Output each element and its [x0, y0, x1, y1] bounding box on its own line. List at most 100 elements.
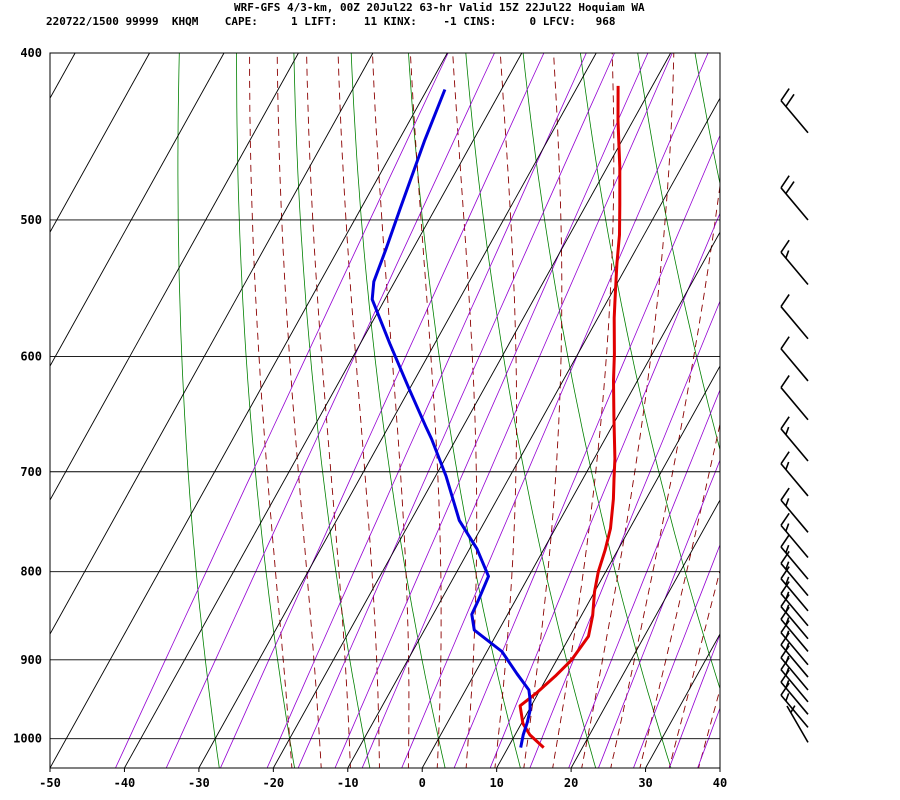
wind-barb [780, 534, 809, 580]
mixing-ratio-line [334, 53, 649, 768]
moist-adiabat [249, 53, 293, 768]
mixing-ratio-line [401, 53, 709, 768]
wind-barb [780, 175, 809, 221]
mixing-ratio-line [297, 53, 615, 768]
mixing-ratio-line [529, 300, 720, 768]
dry-adiabat [177, 53, 220, 768]
isotherm [50, 53, 225, 368]
x-tick-label: 10 [489, 776, 503, 790]
x-tick-label: -40 [114, 776, 136, 790]
x-tick-label: -50 [39, 776, 61, 790]
plot-frame [49, 52, 721, 769]
wind-barb [780, 512, 809, 559]
wind-barb [780, 336, 809, 382]
dry-adiabat [802, 15, 900, 783]
x-tick-label: -20 [262, 776, 284, 790]
temperature-profile [518, 85, 622, 749]
x-tick-label: 30 [638, 776, 652, 790]
isotherm [347, 97, 720, 768]
station-info-line: 220722/1500 99999 KHQM CAPE: 1 LIFT: 11 … [46, 15, 616, 28]
wind-barb [780, 375, 809, 421]
wind-barb [780, 487, 809, 533]
isotherm [272, 53, 672, 768]
isotherm [198, 53, 597, 768]
y-tick-label: 800 [20, 565, 42, 579]
mixing-ratio-line [697, 707, 720, 768]
moist-adiabat [409, 53, 442, 768]
wind-barb [780, 606, 809, 652]
dewpoint-profile [370, 88, 532, 748]
wind-barb [780, 657, 809, 703]
y-tick-label: 700 [20, 465, 42, 479]
isotherm [645, 633, 720, 768]
x-tick-label: -10 [337, 776, 359, 790]
moist-adiabat [552, 53, 615, 768]
dry-adiabat [522, 53, 672, 768]
dry-adiabat [579, 53, 720, 690]
isotherm [50, 53, 374, 635]
dry-adiabat [858, 15, 900, 783]
x-tick-label: 40 [713, 776, 727, 790]
wind-barb [780, 581, 809, 627]
moist-adiabat [494, 53, 518, 768]
mixing-ratio-line [453, 134, 720, 768]
mixing-ratio-line [219, 53, 545, 768]
mixing-ratio-line [568, 388, 720, 768]
mixing-ratio-line [668, 633, 720, 768]
moist-adiabat [698, 687, 720, 768]
isotherm [50, 53, 448, 768]
wind-barb [780, 294, 809, 340]
wind-barb [780, 645, 809, 691]
plot-area [0, 15, 900, 783]
wind-barb [780, 239, 809, 285]
wind-barb [780, 451, 809, 497]
x-tick-label: 20 [564, 776, 578, 790]
x-tick-label: 0 [419, 776, 426, 790]
wind-barb [780, 620, 809, 666]
wind-barb [780, 550, 809, 597]
mixing-ratio-line [598, 458, 720, 768]
wind-barb [780, 566, 809, 612]
y-tick-label: 600 [20, 349, 42, 363]
dry-adiabat [745, 15, 900, 783]
moist-adiabat [581, 53, 675, 768]
y-tick-label: 900 [20, 653, 42, 667]
wind-barb [780, 416, 809, 462]
mixing-ratio-line [266, 53, 587, 768]
wind-barb [780, 682, 809, 728]
mixing-ratio-line [115, 53, 449, 768]
y-tick-label: 500 [20, 213, 42, 227]
dry-adiabat [465, 53, 597, 768]
isotherm [124, 53, 523, 768]
moist-adiabat [523, 53, 563, 768]
isotherm [0, 53, 1, 768]
isotherm [50, 53, 150, 234]
moist-adiabat [337, 53, 380, 768]
mixing-ratio-line [633, 543, 720, 768]
wind-barb [780, 594, 809, 640]
moist-adiabat [724, 15, 900, 783]
dry-adiabat [637, 53, 720, 452]
chart-title: WRF-GFS 4/3-km, 00Z 20Jul22 63-hr Valid … [234, 1, 645, 14]
moist-adiabat [668, 568, 720, 768]
moist-adiabat [452, 53, 478, 768]
moist-adiabat [306, 53, 351, 768]
wind-barb [780, 88, 809, 134]
isotherm [719, 767, 720, 768]
isotherm [496, 365, 720, 768]
y-tick-label: 1000 [13, 732, 42, 746]
dry-adiabat [293, 53, 371, 768]
dry-adiabat [236, 53, 296, 768]
moist-adiabat [372, 53, 410, 768]
isotherm [570, 499, 720, 768]
isotherm [50, 53, 299, 501]
mixing-ratio-line [361, 53, 673, 768]
y-tick-label: 400 [20, 46, 42, 60]
x-tick-label: -30 [188, 776, 210, 790]
mixing-ratio-line [489, 212, 720, 768]
moist-adiabat [276, 53, 322, 768]
mixing-ratio-line [165, 53, 495, 768]
wind-barb [780, 632, 809, 678]
moist-adiabat [639, 422, 720, 768]
